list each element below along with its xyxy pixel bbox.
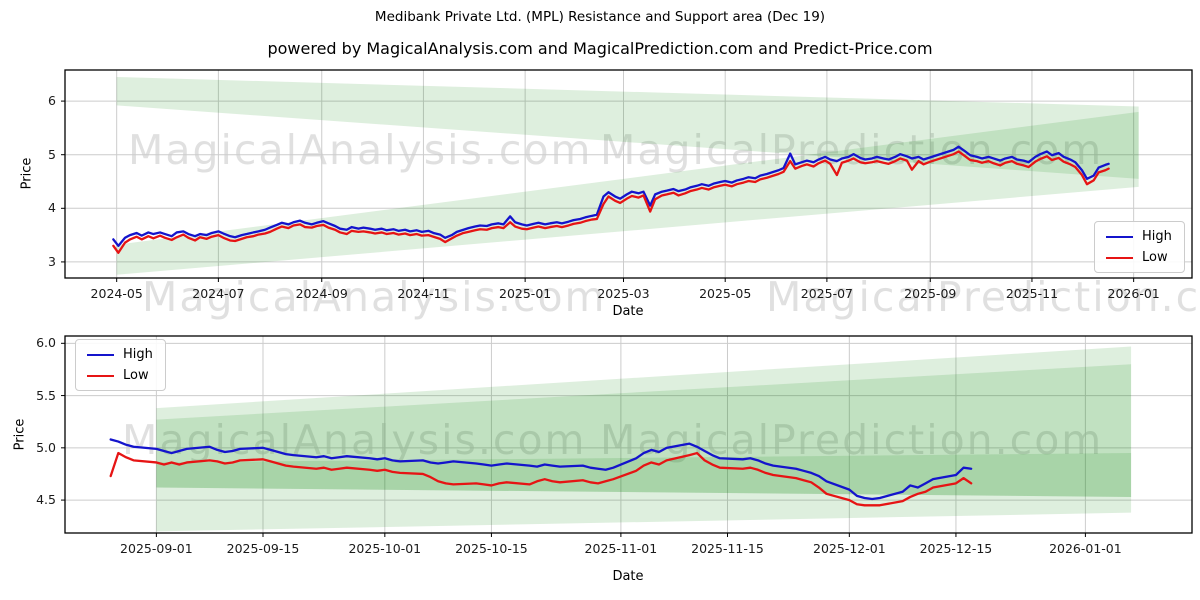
axes-frame [64,335,1193,534]
watermark-text: MagicalPrediction.com [766,273,1200,321]
legend-item-high: High [1106,229,1172,244]
support-resistance-band [116,76,1139,179]
legend-label-low: Low [1142,250,1168,265]
legend-item-low: Low [1106,250,1172,265]
legend-bottom-chart: High Low [75,339,166,391]
low-line-swatch [87,374,114,377]
legend-item-high: High [87,347,153,362]
low-line-swatch [1106,256,1133,259]
low-line [112,150,1110,254]
legend-top-chart: High Low [1094,221,1185,273]
high-line-swatch [87,353,114,356]
axes-frame [64,69,1193,279]
low-line [109,451,973,507]
high-line [112,145,1110,247]
watermark-text: MagicalAnalysis.com [122,420,587,461]
support-resistance-band [156,453,1132,497]
support-resistance-band [156,346,1132,532]
legend-label-high: High [1142,229,1172,244]
watermark-text: MagicalAnalysis.com [142,273,607,321]
watermark-text: MagicalPrediction.com [600,420,1103,461]
legend-label-high: High [123,347,153,362]
watermark-text: MagicalAnalysis.com [128,126,593,174]
high-line [109,438,973,501]
legend-item-low: Low [87,368,153,383]
legend-label-low: Low [123,368,149,383]
high-line-swatch [1106,235,1133,238]
support-resistance-band [156,364,1132,497]
